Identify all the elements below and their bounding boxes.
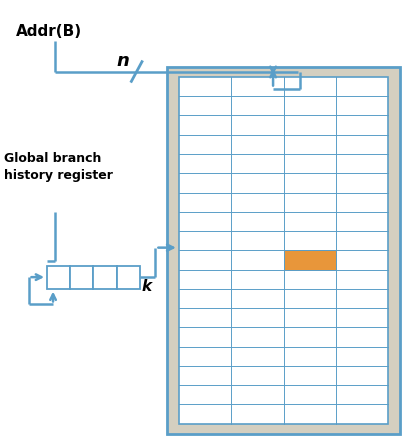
Bar [93, 266, 117, 289]
Bar [179, 77, 388, 424]
Bar [70, 266, 93, 289]
Text: k: k [142, 279, 152, 294]
Text: Addr(B): Addr(B) [16, 24, 82, 39]
Bar [167, 67, 400, 434]
Bar [284, 250, 336, 270]
Bar [117, 266, 140, 289]
Text: n: n [116, 52, 129, 70]
Bar [47, 266, 70, 289]
Text: Global branch
history register: Global branch history register [4, 152, 113, 182]
